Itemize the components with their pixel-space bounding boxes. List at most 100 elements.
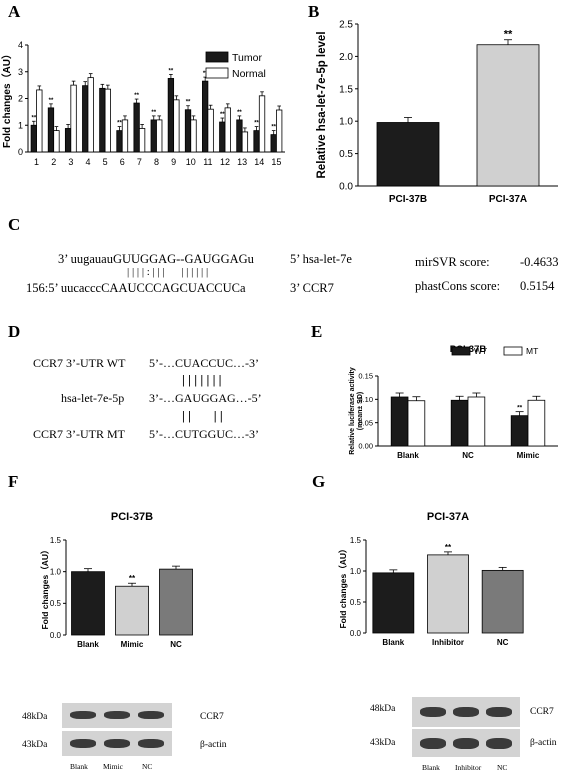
- x-tick-label: 8: [154, 157, 159, 167]
- bar: [376, 122, 440, 187]
- bar: [224, 107, 231, 153]
- y-tick-label: 0.15: [358, 372, 373, 381]
- legend-label: WT: [474, 346, 487, 356]
- mt-seq: 5’-…CUTGGUC…-3’: [149, 427, 259, 441]
- x-tick-label: Blank: [382, 638, 404, 647]
- blot-ccr7: [412, 697, 520, 727]
- x-tick-label: 12: [220, 157, 230, 167]
- y-tick-label: 0.5: [350, 598, 362, 607]
- ccr7-label: CCR7: [530, 707, 554, 717]
- legend-swatch: [205, 67, 229, 79]
- significance-marker: **: [203, 71, 208, 77]
- y-tick-label: 1.0: [350, 567, 362, 576]
- legend-swatch: [451, 346, 471, 356]
- band: [486, 738, 512, 749]
- y-tick-label: 2: [18, 94, 23, 104]
- band: [138, 711, 164, 719]
- panel-letter-b: B: [308, 2, 320, 21]
- significance-marker: **: [49, 98, 54, 104]
- band: [138, 739, 164, 748]
- x-tick-label: 15: [271, 157, 281, 167]
- phastcons-label: phastCons score:: [415, 279, 501, 293]
- y-axis-label: (mean± SD): [357, 392, 364, 430]
- x-tick-label: 6: [120, 157, 125, 167]
- mt-label: CCR7 3’-UTR MT: [33, 427, 126, 441]
- x-tick-label: 10: [186, 157, 196, 167]
- panel-letter-f: F: [8, 472, 19, 491]
- bar: [115, 585, 149, 636]
- blot-actin: [62, 731, 172, 756]
- bar: [133, 102, 140, 153]
- chart-title: PCI-37A: [427, 511, 469, 523]
- significance-marker: **: [445, 543, 452, 552]
- y-axis-label: Relative hsa-let-7e-5p level: [316, 31, 328, 178]
- band: [104, 739, 130, 748]
- y-tick-label: 3: [18, 67, 23, 77]
- bar: [390, 396, 409, 447]
- y-tick-label: 0.0: [350, 629, 362, 638]
- bar: [527, 399, 546, 447]
- x-tick-label: PCI-37B: [389, 194, 427, 205]
- actin-label: β-actin: [200, 740, 227, 750]
- mirna-sequence: 3’ uugauauGUUGGAG--GAUGGAGu: [58, 252, 254, 266]
- pair-lines-2: | | | |: [182, 408, 223, 423]
- x-tick-label: 4: [85, 157, 90, 167]
- y-tick-label: 1.0: [50, 567, 62, 576]
- bar: [156, 119, 163, 153]
- y-tick-label: 0.5: [50, 599, 62, 608]
- ccr7-label: CCR7: [200, 712, 224, 722]
- y-axis-label: Fold changes（AU）: [0, 49, 13, 148]
- y-axis-label: Relative luciferase activity: [349, 367, 356, 455]
- y-tick-label: 0.0: [50, 631, 62, 640]
- mirsvr-value: -0.4633: [520, 255, 559, 269]
- mir-label: hsa-let-7e-5p: [61, 391, 125, 405]
- bar: [184, 109, 192, 153]
- bar: [476, 44, 540, 187]
- chart-b: 0.0 0.5 1.0 1.5 2.0 2.5 Relative hsa-let-7e-5p…: [316, 20, 558, 205]
- significance-marker: **: [134, 93, 139, 99]
- bar: [407, 400, 426, 447]
- panel-letter-a: A: [8, 2, 21, 21]
- lane-label: Blank: [422, 763, 440, 772]
- panel-letter-c: C: [8, 215, 21, 234]
- bar: [202, 80, 209, 153]
- bar: [372, 572, 415, 634]
- x-tick-label: Blank: [397, 451, 419, 460]
- kda-48-label: 48kDa: [370, 704, 396, 714]
- blot-ccr7: [62, 703, 172, 728]
- bar: [253, 130, 260, 153]
- pair-lines-1: | | | | | | |: [182, 372, 222, 387]
- bar: [64, 128, 72, 153]
- significance-marker: **: [254, 121, 259, 127]
- x-tick-label: Blank: [77, 640, 99, 649]
- bar: [190, 119, 197, 153]
- band: [453, 738, 479, 749]
- bar: [427, 554, 469, 634]
- significance-marker: **: [129, 574, 136, 583]
- y-tick-label: 0.10: [358, 395, 373, 404]
- kda-43-label: 43kDa: [22, 740, 48, 750]
- lane-label: Blank: [70, 762, 88, 771]
- significance-marker: **: [117, 121, 122, 127]
- x-tick-label: 7: [137, 157, 142, 167]
- bar: [150, 119, 157, 153]
- legend-swatch: [503, 346, 523, 356]
- chart-title: PCI-37B: [111, 511, 153, 523]
- bar: [219, 121, 226, 153]
- bar: [258, 95, 266, 153]
- legend-label: Tumor: [232, 52, 262, 64]
- legend-swatch: [205, 51, 229, 63]
- y-axis-label: Fold changes（AU）: [40, 545, 50, 629]
- ccr7-sequence: 156:5’ uucacccCAAUCCCAGCUACCUCa: [26, 281, 246, 295]
- y-tick-label: 0.05: [358, 418, 373, 427]
- x-tick-label: 9: [171, 157, 176, 167]
- lane-label: Mimic: [103, 762, 123, 771]
- lane-label: NC: [497, 763, 508, 772]
- x-tick-label: Inhibitor: [432, 638, 464, 647]
- significance-marker: **: [220, 112, 225, 118]
- x-tick-label: 1: [34, 157, 39, 167]
- band: [420, 738, 446, 749]
- bar: [450, 399, 469, 447]
